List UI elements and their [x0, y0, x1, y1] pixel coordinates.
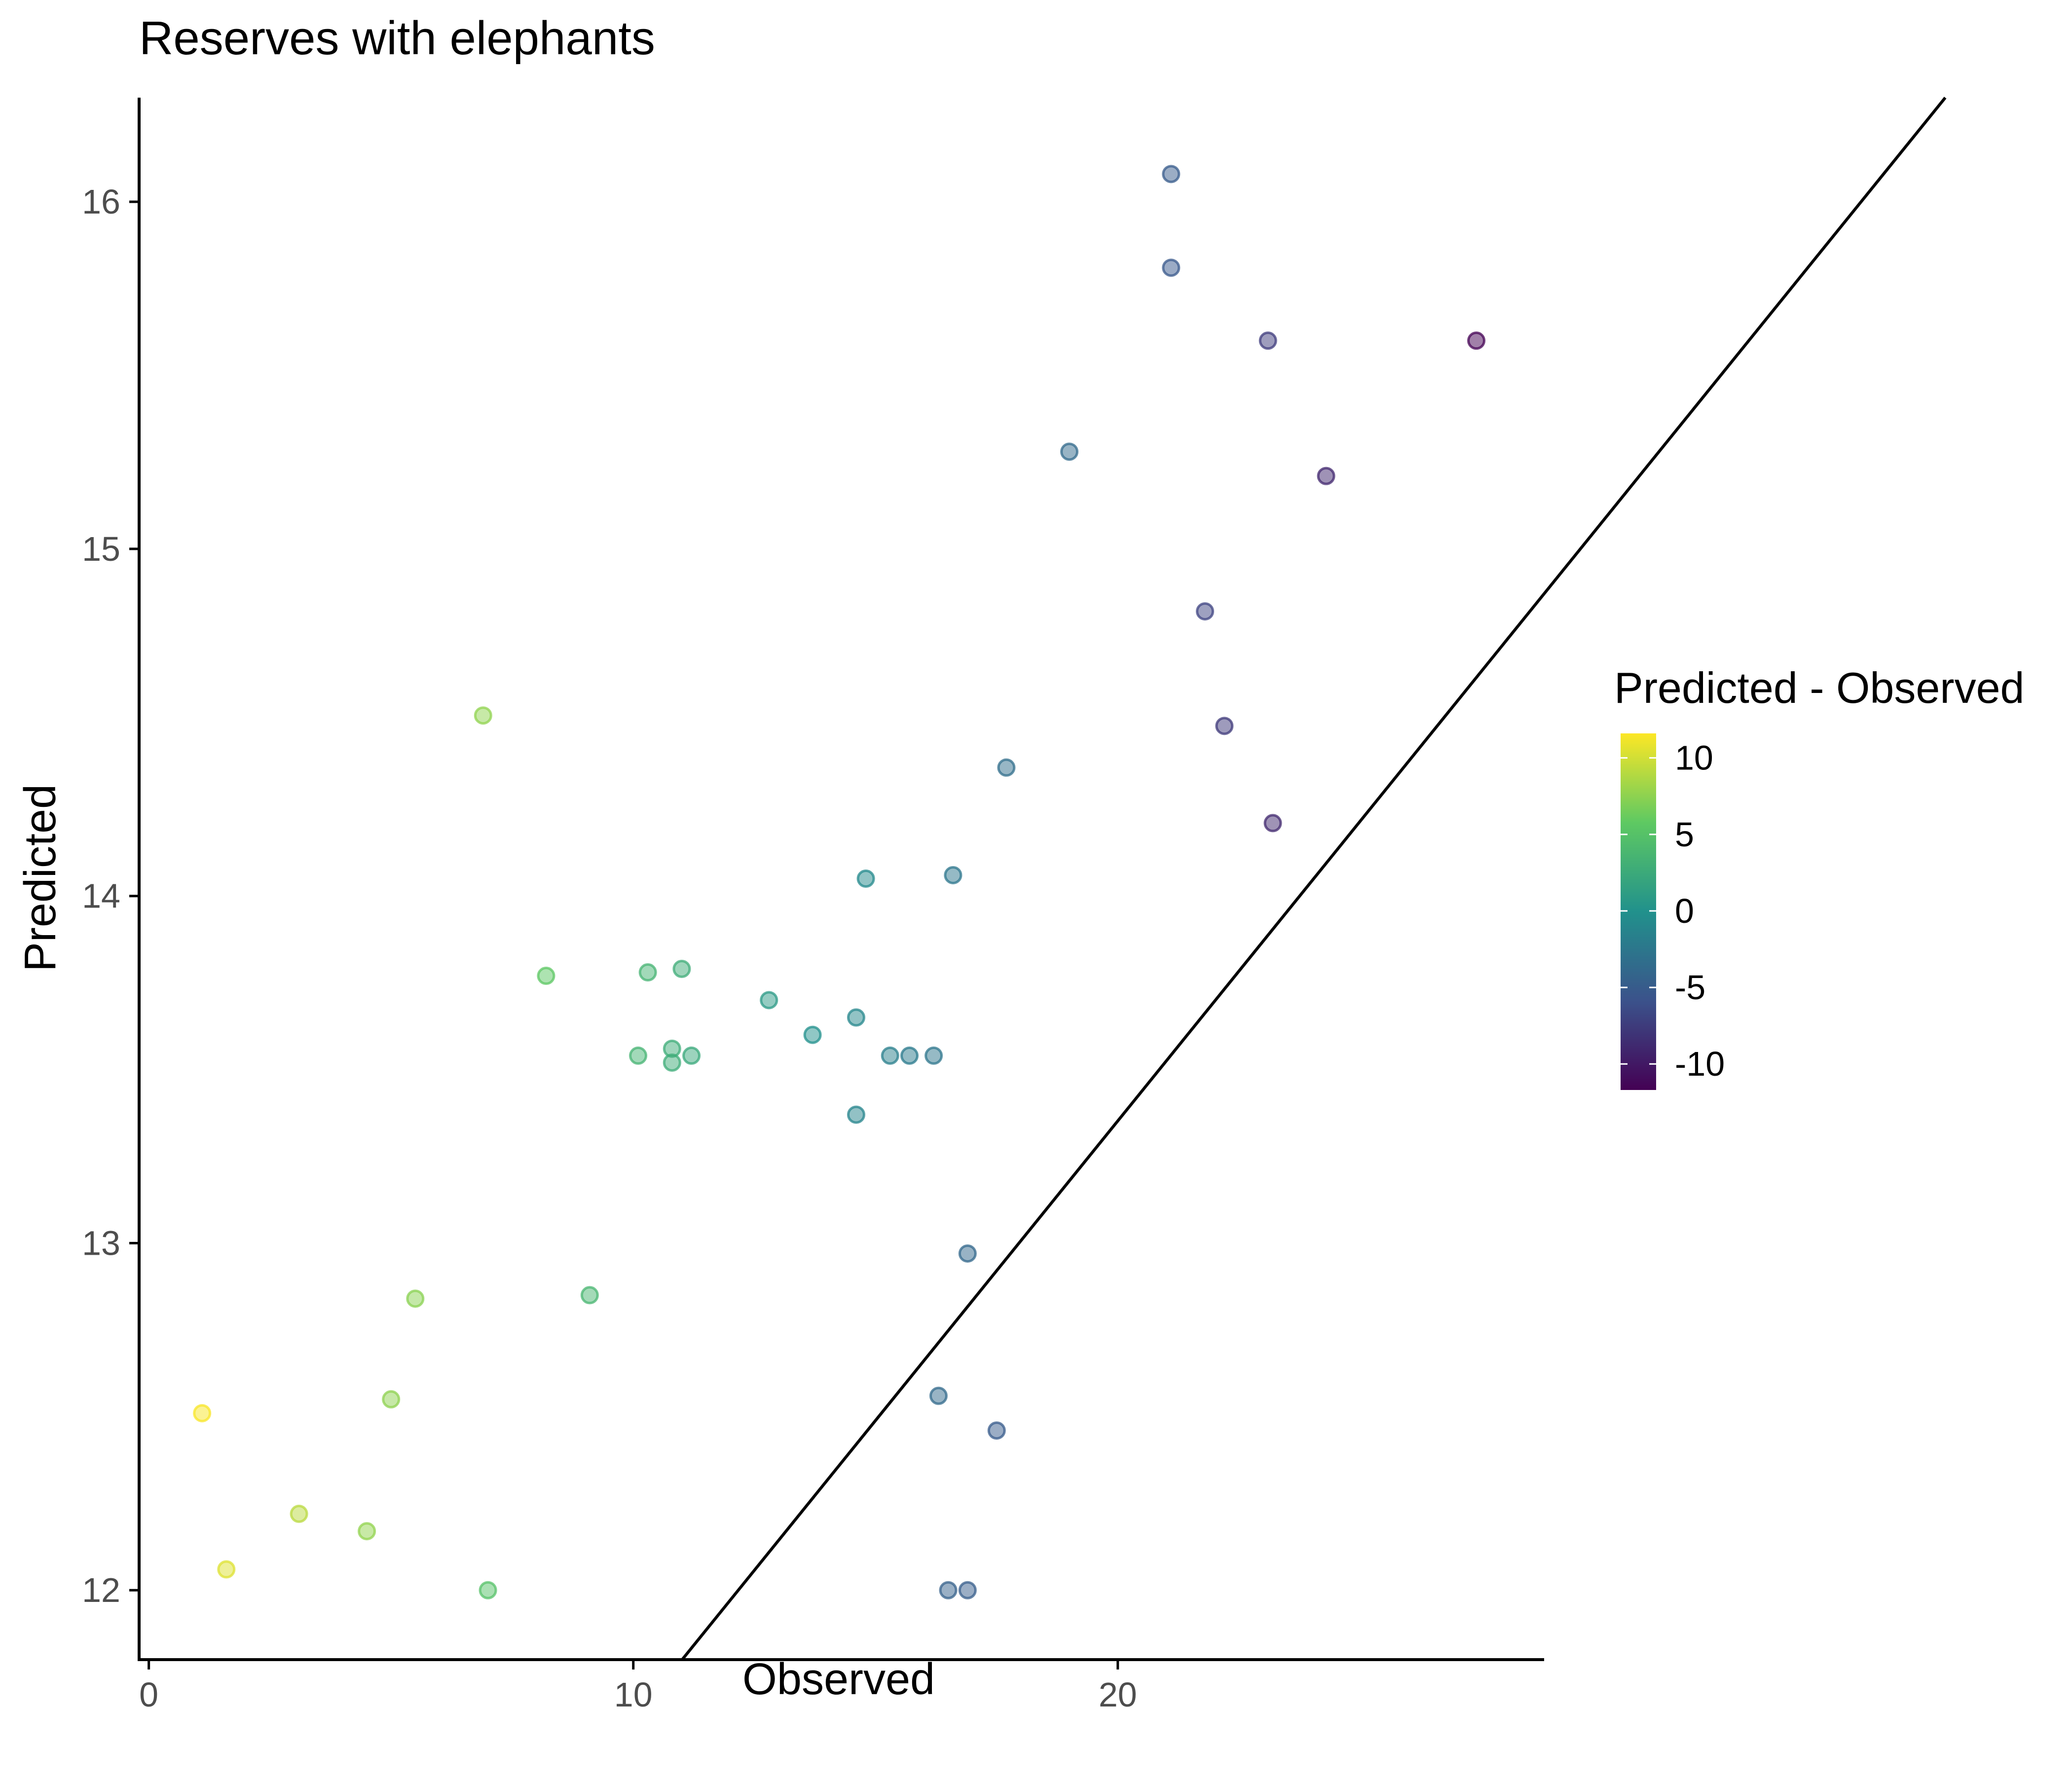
data-point [406, 1289, 425, 1308]
data-point [944, 866, 962, 884]
data-point [925, 1046, 943, 1065]
data-point [987, 1421, 1006, 1440]
colorbar-tick-label: -5 [1675, 968, 1705, 1007]
data-point [629, 1046, 648, 1065]
data-point [1060, 442, 1079, 461]
data-point [1215, 717, 1234, 735]
data-point [537, 967, 555, 985]
colorbar-gradient [1621, 733, 1656, 1090]
data-point [672, 959, 691, 978]
plot-area [193, 97, 1947, 1661]
data-point [290, 1504, 308, 1523]
data-point [958, 1581, 977, 1599]
colorbar-legend: Predicted - Observed 10 5 0 -5 -10 [1614, 663, 2025, 1090]
x-tick-label: 10 [614, 1675, 653, 1714]
x-tick-label: 0 [139, 1675, 158, 1714]
data-point [900, 1046, 919, 1065]
data-point [939, 1581, 958, 1599]
data-point [856, 870, 875, 888]
data-point [847, 1105, 865, 1124]
data-point [580, 1286, 599, 1305]
data-point [1162, 165, 1181, 183]
colorbar-tick-label: -10 [1675, 1045, 1725, 1083]
y-tick-label: 12 [82, 1571, 120, 1609]
y-tick-label: 15 [82, 530, 120, 568]
data-point [958, 1244, 977, 1263]
axes: 0 10 20 12 13 14 15 16 [82, 98, 1544, 1714]
chart-title: Reserves with elephants [139, 12, 655, 65]
data-point [638, 963, 657, 982]
reference-line [681, 97, 1947, 1661]
y-tick-label: 16 [82, 182, 120, 221]
data-point [217, 1560, 236, 1579]
x-tick-label: 20 [1099, 1675, 1137, 1714]
data-point [682, 1046, 701, 1065]
data-point [1258, 331, 1277, 350]
data-point [358, 1522, 376, 1541]
data-point [1317, 467, 1335, 485]
data-point [929, 1386, 948, 1405]
colorbar-tick-label: 5 [1675, 815, 1694, 854]
data-point [1196, 602, 1215, 621]
data-point [663, 1053, 681, 1072]
colorbar-title: Predicted - Observed [1614, 663, 2025, 712]
data-point [803, 1025, 822, 1044]
data-point [881, 1046, 899, 1065]
y-tick-label: 13 [82, 1224, 120, 1262]
x-axis-label: Observed [742, 1655, 935, 1704]
data-point [760, 991, 778, 1010]
colorbar-tick-label: 10 [1675, 739, 1713, 777]
data-point [474, 706, 492, 725]
data-point [1467, 331, 1486, 350]
data-point [847, 1008, 865, 1027]
data-point [479, 1581, 497, 1599]
y-tick-label: 14 [82, 877, 120, 915]
data-point [382, 1390, 401, 1409]
colorbar-tick-label: 0 [1675, 892, 1694, 930]
y-axis-label: Predicted [16, 784, 65, 972]
data-point [193, 1404, 212, 1422]
data-point [1162, 258, 1181, 277]
data-point [997, 758, 1016, 777]
data-point [1263, 814, 1282, 833]
